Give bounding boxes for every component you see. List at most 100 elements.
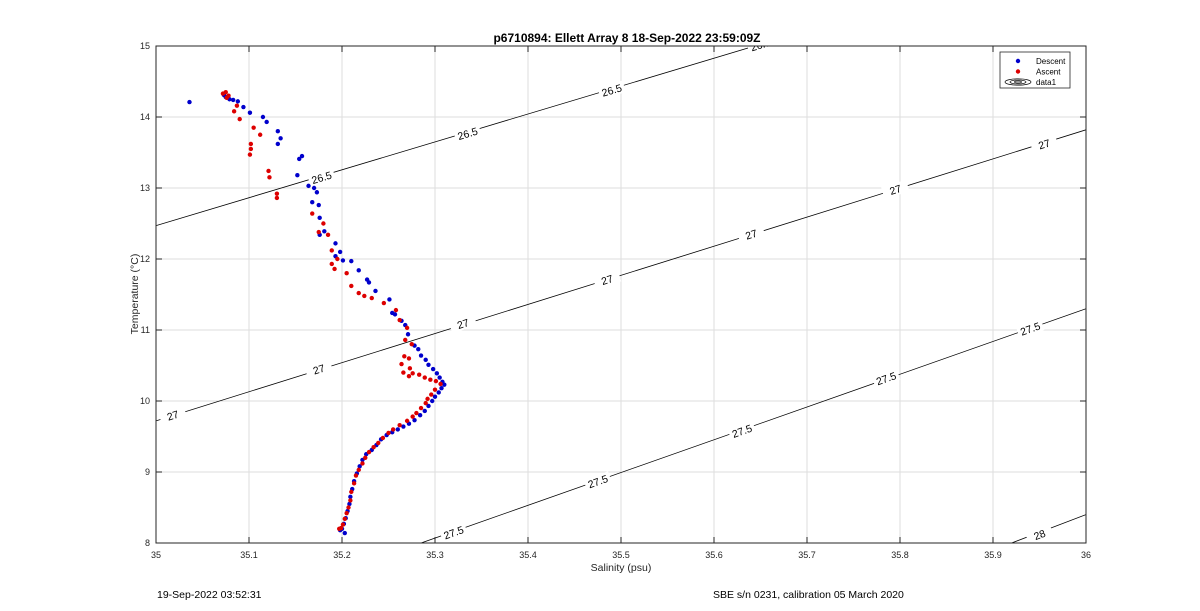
contour-label: 27 — [166, 409, 181, 424]
ascent-point — [344, 271, 349, 276]
y-tick-label: 9 — [145, 467, 150, 477]
ascent-point — [410, 371, 415, 376]
x-tick-label: 35.9 — [984, 550, 1002, 560]
ascent-point — [248, 141, 254, 147]
contour-label: 27.5 — [875, 370, 898, 388]
ascent-point — [366, 449, 372, 455]
descent-point — [423, 357, 428, 363]
footer-timestamp: 19-Sep-2022 03:52:31 — [157, 589, 262, 601]
ascent-point — [380, 435, 386, 441]
descent-point — [442, 382, 447, 387]
descent-point — [416, 346, 421, 352]
legend-swatch-descent — [1015, 58, 1021, 64]
ascent-point — [423, 400, 428, 406]
descent-point — [235, 99, 241, 104]
contour-label: 26.5 — [456, 126, 479, 143]
x-tick-label: 35.1 — [240, 550, 258, 560]
ascent-point — [404, 418, 410, 424]
descent-point — [317, 215, 322, 221]
ascent-point — [310, 211, 315, 216]
descent-point — [299, 153, 305, 159]
ascent-point — [247, 152, 253, 157]
ascent-point — [223, 89, 228, 95]
contour-label: 27 — [456, 317, 471, 332]
ascent-point — [356, 467, 361, 473]
ascent-point — [335, 256, 340, 262]
descent-point — [356, 268, 361, 273]
contour-label: 27 — [312, 362, 327, 377]
descent-point — [422, 408, 427, 414]
plot-area: 26.5 26.5 26.5 26.5 27 27 27 27 27 27 27 27.5 27.5 27… — [140, 41, 1091, 560]
descent-point — [342, 530, 347, 536]
ascent-point — [332, 266, 337, 272]
x-tick-label: 35.3 — [426, 550, 444, 560]
descent-point — [297, 156, 302, 162]
x-tick-label: 35.4 — [519, 550, 537, 560]
ascent-point — [274, 191, 280, 196]
descent-point — [405, 332, 411, 337]
ascent-point — [409, 342, 414, 347]
descent-point — [264, 119, 269, 125]
contour-label: 27.5 — [442, 524, 465, 542]
descent-point — [187, 99, 192, 105]
series-descent — [187, 92, 447, 536]
ascent-point — [237, 116, 242, 122]
x-tick-label: 35.6 — [705, 550, 723, 560]
ascent-point — [257, 132, 263, 137]
ascent-point — [325, 232, 331, 238]
descent-point — [322, 229, 327, 234]
contour-label-bg — [453, 123, 482, 143]
legend-label-data1: data1 — [1036, 78, 1057, 87]
contour-label-bg — [871, 368, 901, 389]
legend-swatch-contour — [1009, 79, 1027, 85]
ascent-point — [356, 290, 361, 296]
x-axis-label: Salinity (psu) — [591, 562, 652, 574]
contour-label-bg — [583, 471, 613, 492]
ascent-point — [353, 473, 359, 478]
contour-label: 27.5 — [586, 473, 609, 491]
descent-point — [392, 312, 398, 317]
contour-label-bg — [448, 314, 478, 334]
ascent-point — [376, 440, 381, 446]
ascent-point — [316, 229, 321, 235]
descent-point — [247, 110, 253, 115]
ascent-point — [425, 396, 430, 402]
descent-point — [412, 417, 417, 423]
descent-point — [306, 183, 311, 189]
descent-point — [310, 200, 315, 205]
contour-label-bg — [727, 420, 757, 441]
ascent-point — [348, 498, 353, 503]
data-points — [187, 89, 447, 536]
ascent-point — [251, 125, 256, 130]
ascent-point — [351, 481, 357, 486]
contour-label-bg — [592, 269, 622, 290]
ascent-point — [329, 261, 334, 267]
x-tick-label: 35 — [151, 550, 161, 560]
contour-label: 27.5 — [731, 423, 754, 441]
ascent-point — [406, 356, 412, 361]
contour-label: 26.5 — [600, 82, 623, 99]
ascent-point — [416, 372, 422, 377]
descent-point — [417, 413, 423, 418]
chart-title: p6710894: Ellett Array 8 18-Sep-2022 23:… — [493, 31, 760, 45]
descent-point — [241, 104, 246, 110]
descent-point — [333, 241, 338, 246]
ascent-point — [429, 392, 434, 397]
legend-swatch-contour — [1004, 78, 1032, 86]
ascent-point — [342, 516, 347, 522]
descent-point — [337, 249, 343, 255]
descent-point — [430, 398, 435, 404]
descent-point — [295, 173, 300, 178]
contour-label-bg — [1029, 134, 1059, 154]
descent-point — [357, 464, 362, 469]
contour-label-bg — [746, 46, 775, 55]
contour-label: 28 — [1032, 528, 1047, 543]
ascent-point — [349, 489, 354, 495]
descent-point — [426, 362, 431, 367]
contour-label: 27 — [744, 228, 759, 243]
ascent-point — [344, 510, 349, 516]
footer-calibration: SBE s/n 0231, calibration 05 March 2020 — [713, 589, 904, 601]
contour-label-bg — [1015, 318, 1045, 339]
legend-swatch-contour — [1014, 80, 1022, 84]
